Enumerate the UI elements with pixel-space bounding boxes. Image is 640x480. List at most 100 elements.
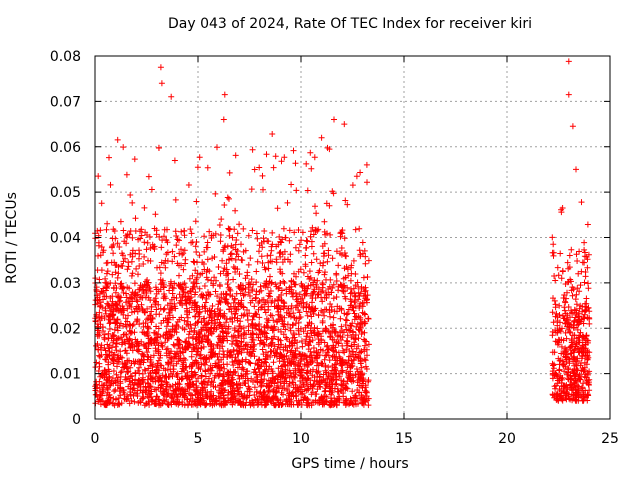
data-point bbox=[216, 222, 223, 228]
data-point bbox=[255, 365, 262, 372]
data-point bbox=[342, 197, 349, 204]
data-point bbox=[303, 333, 310, 340]
data-point bbox=[188, 230, 195, 237]
data-point bbox=[182, 256, 189, 263]
data-point bbox=[324, 144, 331, 151]
data-point bbox=[291, 229, 298, 236]
data-point bbox=[276, 401, 283, 408]
data-point bbox=[350, 257, 357, 264]
data-point bbox=[139, 395, 146, 402]
data-point bbox=[273, 256, 280, 263]
data-point bbox=[262, 402, 269, 409]
data-point bbox=[584, 355, 591, 362]
data-point bbox=[257, 283, 264, 290]
data-point bbox=[552, 304, 559, 311]
data-point bbox=[263, 398, 270, 405]
data-point bbox=[576, 248, 583, 255]
data-point bbox=[571, 354, 578, 361]
data-point bbox=[290, 147, 297, 154]
data-point bbox=[332, 328, 339, 335]
data-point bbox=[155, 350, 162, 357]
data-point bbox=[110, 380, 117, 387]
data-point bbox=[110, 284, 117, 291]
data-point bbox=[304, 402, 311, 409]
data-point bbox=[282, 326, 289, 333]
data-point bbox=[277, 351, 284, 358]
data-point bbox=[232, 207, 239, 214]
data-point bbox=[571, 380, 578, 387]
data-point bbox=[180, 266, 187, 273]
data-point bbox=[557, 319, 563, 326]
data-point bbox=[302, 263, 309, 270]
data-point bbox=[118, 280, 125, 287]
data-point bbox=[161, 233, 167, 240]
data-point bbox=[103, 226, 110, 233]
data-point bbox=[98, 200, 105, 207]
data-point bbox=[136, 364, 143, 371]
data-point bbox=[119, 250, 125, 257]
data-point bbox=[214, 293, 221, 300]
data-point bbox=[105, 366, 112, 373]
data-point bbox=[178, 314, 185, 321]
data-point bbox=[583, 332, 590, 339]
data-point bbox=[319, 243, 326, 250]
data-point bbox=[194, 164, 201, 171]
data-point bbox=[100, 247, 107, 254]
data-point bbox=[573, 362, 580, 369]
data-point bbox=[258, 287, 265, 294]
data-point bbox=[159, 378, 166, 385]
data-point bbox=[274, 205, 281, 212]
data-point bbox=[292, 160, 299, 167]
data-point bbox=[253, 294, 259, 301]
data-point bbox=[188, 368, 195, 375]
data-point bbox=[95, 239, 102, 246]
data-point bbox=[123, 376, 130, 383]
data-point bbox=[232, 256, 239, 263]
data-point bbox=[100, 388, 107, 395]
data-point bbox=[129, 234, 136, 241]
data-point bbox=[178, 228, 185, 235]
data-point bbox=[119, 263, 126, 269]
data-point bbox=[154, 393, 161, 400]
data-point bbox=[280, 353, 287, 360]
data-point bbox=[120, 311, 127, 318]
data-point bbox=[144, 353, 151, 360]
data-point bbox=[186, 328, 193, 335]
data-point bbox=[103, 260, 110, 267]
data-point bbox=[280, 299, 287, 306]
data-point bbox=[249, 146, 256, 153]
data-point bbox=[162, 315, 169, 322]
data-point bbox=[97, 299, 104, 306]
data-point bbox=[561, 368, 568, 375]
data-point bbox=[297, 372, 304, 379]
data-point bbox=[143, 282, 150, 289]
data-point bbox=[232, 334, 239, 341]
data-point bbox=[554, 380, 561, 387]
data-point bbox=[200, 343, 207, 350]
data-point bbox=[288, 277, 295, 284]
data-point bbox=[232, 152, 239, 159]
data-point bbox=[582, 307, 589, 313]
data-point bbox=[277, 238, 284, 245]
data-point bbox=[358, 372, 365, 379]
data-point bbox=[549, 234, 556, 241]
data-point bbox=[258, 376, 264, 383]
data-point bbox=[579, 397, 586, 404]
data-point bbox=[560, 315, 567, 322]
data-point bbox=[114, 240, 121, 247]
data-point bbox=[95, 300, 101, 307]
data-point bbox=[265, 306, 272, 313]
data-point bbox=[310, 345, 317, 351]
data-point bbox=[341, 349, 348, 356]
data-point bbox=[353, 173, 360, 180]
data-point bbox=[209, 303, 216, 309]
data-point bbox=[212, 320, 219, 327]
data-point bbox=[209, 255, 216, 262]
data-point bbox=[173, 295, 180, 301]
data-point bbox=[132, 215, 139, 222]
data-point bbox=[154, 334, 161, 341]
data-point bbox=[255, 401, 262, 407]
data-point bbox=[138, 301, 145, 308]
data-point bbox=[359, 239, 366, 246]
data-point bbox=[339, 334, 346, 341]
